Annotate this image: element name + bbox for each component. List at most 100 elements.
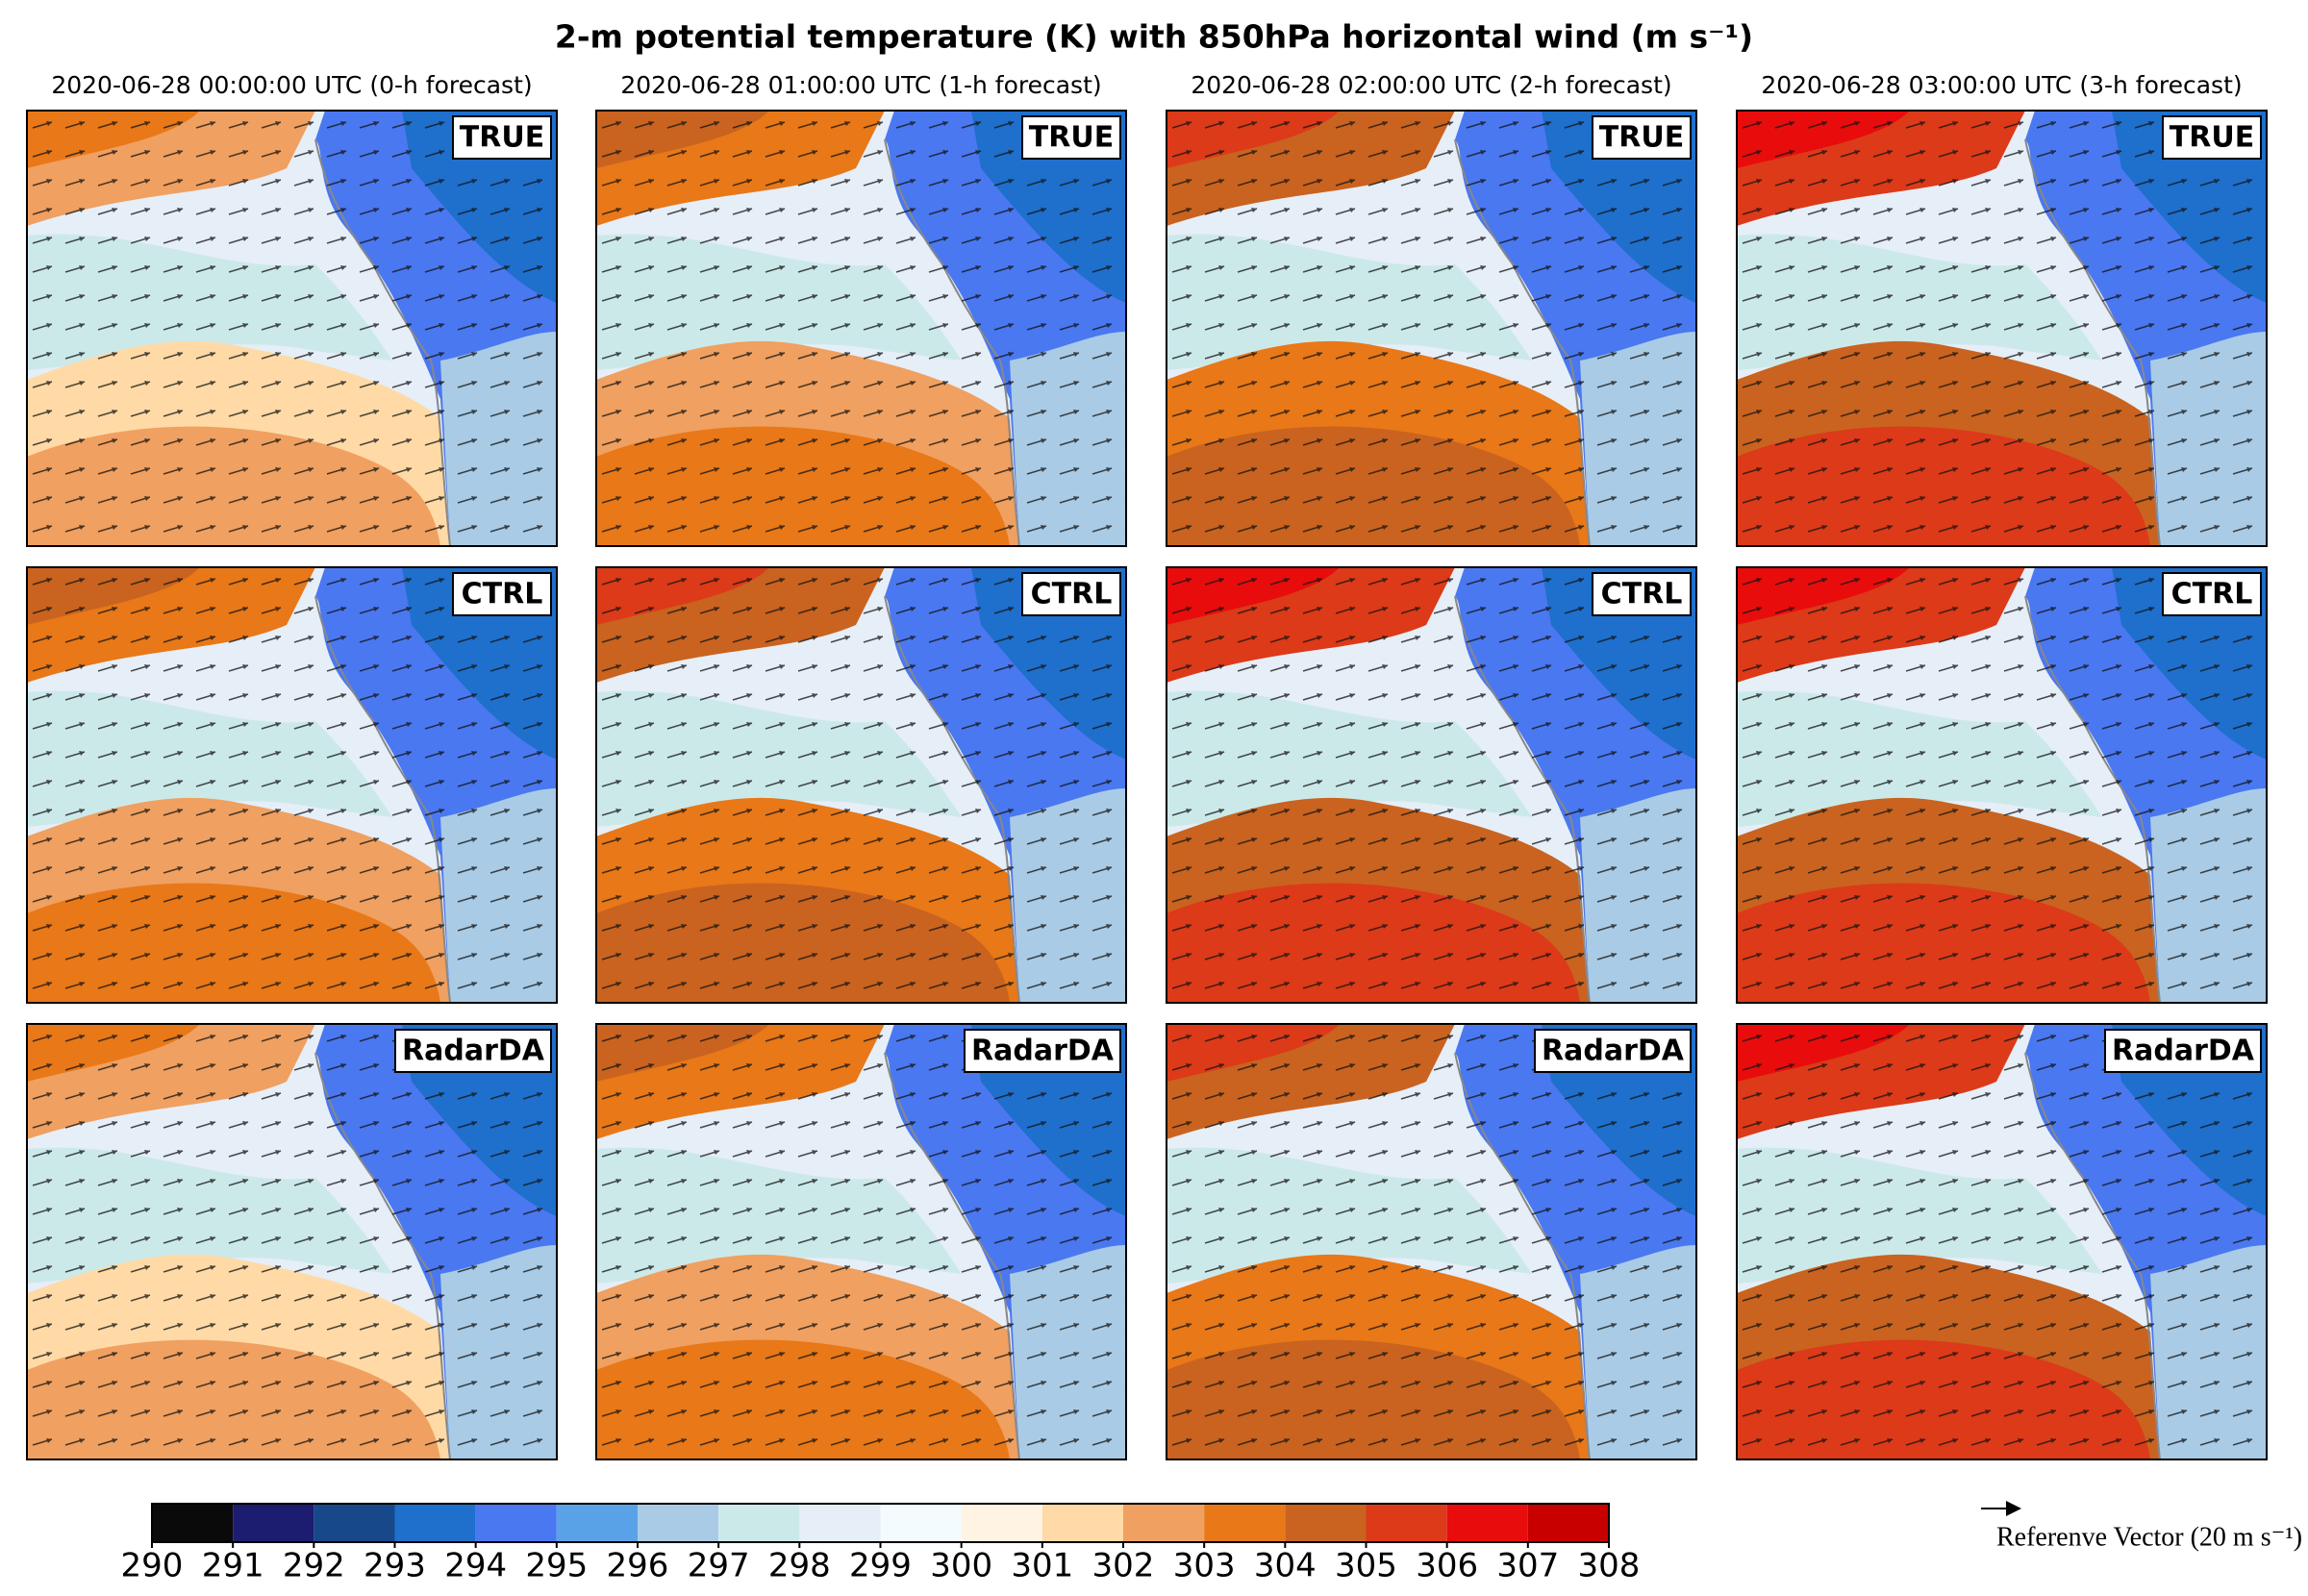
panel-frame [1166,110,1697,547]
map-panel: RadarDA [595,1023,1127,1460]
wind-vectors [1167,1024,1696,1459]
panel-frame [26,110,558,547]
wind-vectors [596,1024,1126,1459]
map-panel: RadarDA [1166,1023,1697,1460]
panel-frame [26,566,558,1004]
panel-label: TRUE [2170,121,2254,155]
wind-vectors [27,567,557,1003]
panel-label-box [452,572,552,616]
map-panel: RadarDA [1736,1023,2268,1460]
panel-label-box [1592,572,1692,616]
panel-label: RadarDA [2112,1035,2255,1068]
colorbar-segment [638,1504,719,1542]
map-panel: RadarDA [26,1023,558,1460]
column-title: 2020-06-28 01:00:00 UTC (1-h forecast) [620,71,1101,99]
map-panel: TRUE [1736,110,2268,547]
colorbar-tick-label: 301 [1011,1547,1073,1585]
colorbar-tick-label: 291 [202,1547,264,1585]
figure-title: 2-m potential temperature (K) with 850hP… [555,18,1753,56]
panel-label: TRUE [1029,121,1114,155]
colorbar-segment [1123,1504,1205,1542]
colorbar-segment [1204,1504,1286,1542]
panel-label: RadarDA [971,1035,1115,1068]
panel-frame [1166,566,1697,1004]
colorbar-tick-label: 304 [1254,1547,1317,1585]
panel-label: CTRL [1601,578,1683,611]
colorbar-tick-label: 305 [1335,1547,1397,1585]
colorbar-segment [1285,1504,1367,1542]
panel-label-box [394,1029,552,1073]
colorbar-segment [880,1504,962,1542]
panel-label: TRUE [1599,121,1684,155]
panel-label-box [1021,115,1121,160]
colorbar-segment [556,1504,638,1542]
map-panel: CTRL [595,566,1127,1004]
colorbar-segment [1527,1504,1609,1542]
colorbar-tick-label: 308 [1578,1547,1641,1585]
wind-vectors [1737,1024,2267,1459]
panel-label-box [2162,572,2262,616]
colorbar-segment [961,1504,1042,1542]
colorbar-segment [314,1504,395,1542]
panel-frame [1736,110,2268,547]
wind-vectors [1167,567,1696,1003]
panel-frame [1736,1023,2268,1460]
colorbar-tick-label: 296 [607,1547,669,1585]
colorbar-segment [1446,1504,1528,1542]
colorbar-tick-label: 295 [525,1547,588,1585]
colorbar-tick-label: 302 [1092,1547,1155,1585]
panel-label-box [964,1029,1121,1073]
map-panel: TRUE [595,110,1127,547]
panel-label-box [2162,115,2262,160]
colorbar-segment [475,1504,557,1542]
map-panel: CTRL [1166,566,1697,1004]
colorbar-tick-label: 293 [364,1547,426,1585]
column-title: 2020-06-28 02:00:00 UTC (2-h forecast) [1191,71,1671,99]
panel-frame [595,566,1127,1004]
colorbar-tick-label: 297 [688,1547,750,1585]
colorbar-tick-label: 300 [930,1547,992,1585]
colorbar-tick-label: 307 [1496,1547,1559,1585]
panel-frame [26,1023,558,1460]
map-panel: CTRL [1736,566,2268,1004]
map-panel: CTRL [26,566,558,1004]
colorbar-segment [718,1504,800,1542]
panel-label: RadarDA [402,1035,545,1068]
colorbar-tick-label: 294 [444,1547,507,1585]
panel-label-box [1021,572,1121,616]
wind-vectors [596,111,1126,546]
colorbar-segment [1041,1504,1123,1542]
colorbar-segment [799,1504,881,1542]
colorbar-tick-label: 290 [121,1547,184,1585]
wind-vectors [27,1024,557,1459]
colorbar-tick-label: 298 [768,1547,831,1585]
panel-frame [595,1023,1127,1460]
colorbar-tick-label: 292 [283,1547,345,1585]
colorbar-segment [1366,1504,1447,1542]
panel-label-box [452,115,552,160]
panel-frame [595,110,1127,547]
wind-vectors [1737,111,2267,546]
wind-vectors [1167,111,1696,546]
panel-label-box [1534,1029,1692,1073]
map-panel: TRUE [1166,110,1697,547]
panel-label: CTRL [2171,578,2253,611]
panel-frame [1736,566,2268,1004]
panel-frame [1166,1023,1697,1460]
colorbar-segment [394,1504,476,1542]
colorbar-segment [152,1504,234,1542]
wind-vectors [27,111,557,546]
colorbar-tick-label: 303 [1173,1547,1236,1585]
colorbar-tick-label: 306 [1416,1547,1478,1585]
wind-vectors [1737,567,2267,1003]
panel-label: RadarDA [1542,1035,1685,1068]
panel-label: TRUE [460,121,544,155]
reference-vector-label: Referenve Vector (20 m s⁻¹) [1996,1522,2302,1552]
panel-label: CTRL [462,578,543,611]
column-title: 2020-06-28 00:00:00 UTC (0-h forecast) [51,71,532,99]
panel-label: CTRL [1031,578,1113,611]
colorbar-tick-label: 299 [849,1547,912,1585]
colorbar-segment [233,1504,314,1542]
column-title: 2020-06-28 03:00:00 UTC (3-h forecast) [1761,71,2242,99]
